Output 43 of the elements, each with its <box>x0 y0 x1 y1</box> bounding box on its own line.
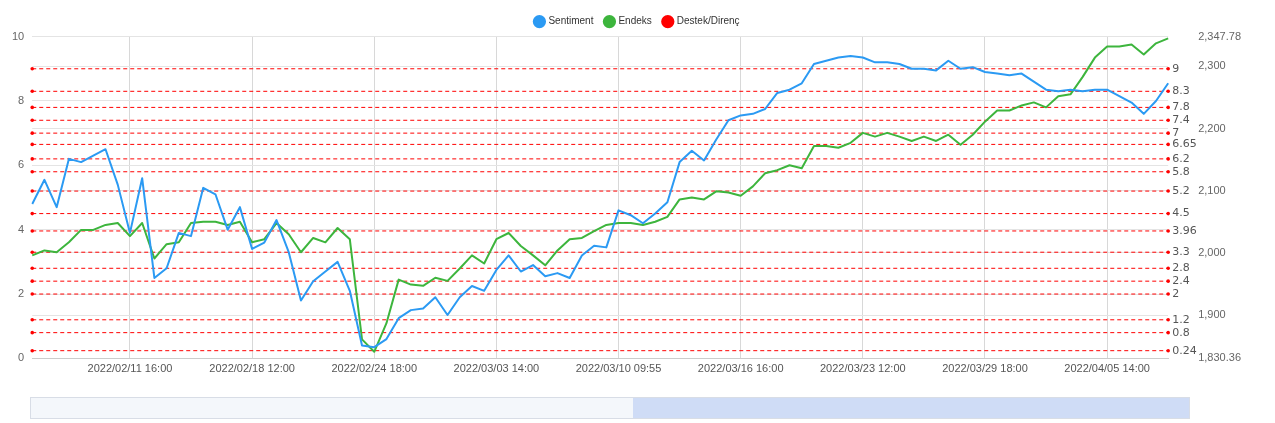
ref-line-label: 7.4 <box>1172 113 1190 127</box>
y-tick-label: 8 <box>18 93 25 106</box>
legend-label: Destek/Direnç <box>676 15 740 27</box>
ref-line-label: 2 <box>1172 286 1180 300</box>
y2-tick-label: 2,100 <box>1198 183 1226 196</box>
ref-line-label: 6.2 <box>1172 151 1190 165</box>
ref-line-label: 5.8 <box>1172 164 1190 178</box>
x-tick-label: 2022/04/05 14:00 <box>1064 362 1150 375</box>
ref-line-label: 7.8 <box>1172 100 1190 114</box>
x-tick-label: 2022/02/11 16:00 <box>87 362 173 375</box>
y-tick-label: 10 <box>11 29 25 42</box>
legend-label: Sentiment <box>548 15 594 27</box>
x-tick-label: 2022/03/23 12:00 <box>820 362 906 375</box>
ref-line-label: 0.24 <box>1172 343 1197 357</box>
ref-line-label: 1.2 <box>1172 312 1190 326</box>
y2-tick-label: 2,300 <box>1198 59 1226 72</box>
ref-line-label: 2.4 <box>1172 274 1190 288</box>
y2-tick-label: 2,200 <box>1198 121 1226 134</box>
ref-line-label: 5.2 <box>1172 183 1190 197</box>
y2-tick-label: 1,900 <box>1198 308 1226 321</box>
ref-line-label: 0.8 <box>1172 325 1190 339</box>
y-tick-label: 2 <box>18 287 25 300</box>
x-tick-label: 2022/03/16 16:00 <box>697 362 784 375</box>
y-tick-label: 4 <box>18 222 25 235</box>
y-tick-label: 0 <box>18 351 25 364</box>
x-tick-label: 2022/03/29 18:00 <box>942 362 1028 375</box>
x-tick-label: 2022/02/24 18:00 <box>331 362 418 375</box>
x-tick-label: 2022/03/10 09:55 <box>575 362 662 375</box>
y2-tick-label: 2,000 <box>1198 245 1226 258</box>
legend-label: Endeks <box>618 15 652 27</box>
y-tick-label: 6 <box>18 158 25 171</box>
ref-line-label: 4.5 <box>1172 206 1190 220</box>
ref-line-label: 6.65 <box>1172 137 1197 151</box>
ref-line-label: 9 <box>1172 61 1180 75</box>
ref-line-label: 8.3 <box>1172 84 1190 98</box>
x-tick-label: 2022/03/03 14:00 <box>453 362 540 375</box>
y2-tick-label: 1,830.36 <box>1198 351 1242 364</box>
y2-tick-label: 2,347.78 <box>1198 29 1242 42</box>
x-tick-label: 2022/02/18 12:00 <box>209 362 295 375</box>
ref-line-label: 3.96 <box>1172 223 1197 237</box>
ref-line-label: 2.8 <box>1172 261 1190 275</box>
ref-line-label: 3.3 <box>1172 245 1190 259</box>
ref-line-label: 7 <box>1172 126 1180 139</box>
